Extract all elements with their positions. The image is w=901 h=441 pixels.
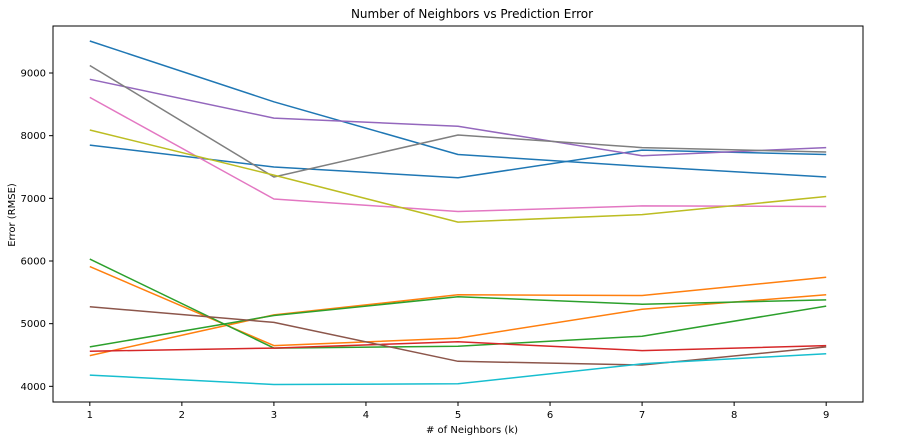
chart-title: Number of Neighbors vs Prediction Error	[351, 7, 593, 21]
series-line-11	[89, 64, 827, 178]
series-line-12	[89, 129, 827, 223]
plot-area	[89, 40, 827, 386]
series-line-13	[89, 352, 827, 386]
y-tick-label: 9000	[21, 69, 46, 80]
x-tick-label: 6	[547, 410, 553, 421]
x-tick-label: 2	[179, 410, 185, 421]
x-axis: 1 2 3 4 5 6 7 8 9	[87, 402, 829, 421]
y-tick-label: 6000	[21, 257, 46, 268]
x-tick-label: 3	[271, 410, 277, 421]
x-tick-label: 7	[639, 410, 645, 421]
y-axis: 4000 5000 6000 7000 8000 9000	[21, 69, 53, 393]
y-tick-label: 4000	[21, 382, 46, 393]
y-axis-label: Error (RMSE)	[7, 183, 18, 247]
series-line-6	[89, 295, 827, 348]
series-line-8	[89, 78, 827, 157]
y-tick-label: 7000	[21, 194, 46, 205]
x-axis-label: # of Neighbors (k)	[426, 425, 518, 436]
y-tick-label: 8000	[21, 131, 46, 142]
x-tick-label: 1	[87, 410, 93, 421]
series-line-9	[89, 305, 827, 366]
x-tick-label: 8	[731, 410, 737, 421]
y-tick-label: 5000	[21, 319, 46, 330]
series-line-5	[89, 258, 827, 349]
x-tick-label: 4	[363, 410, 369, 421]
x-tick-label: 5	[455, 410, 461, 421]
series-line-4	[89, 276, 827, 357]
series-line-7	[89, 341, 827, 352]
series-line-1	[89, 40, 827, 178]
series-line-3	[89, 265, 827, 347]
series-line-10	[89, 96, 827, 213]
x-tick-label: 9	[823, 410, 829, 421]
